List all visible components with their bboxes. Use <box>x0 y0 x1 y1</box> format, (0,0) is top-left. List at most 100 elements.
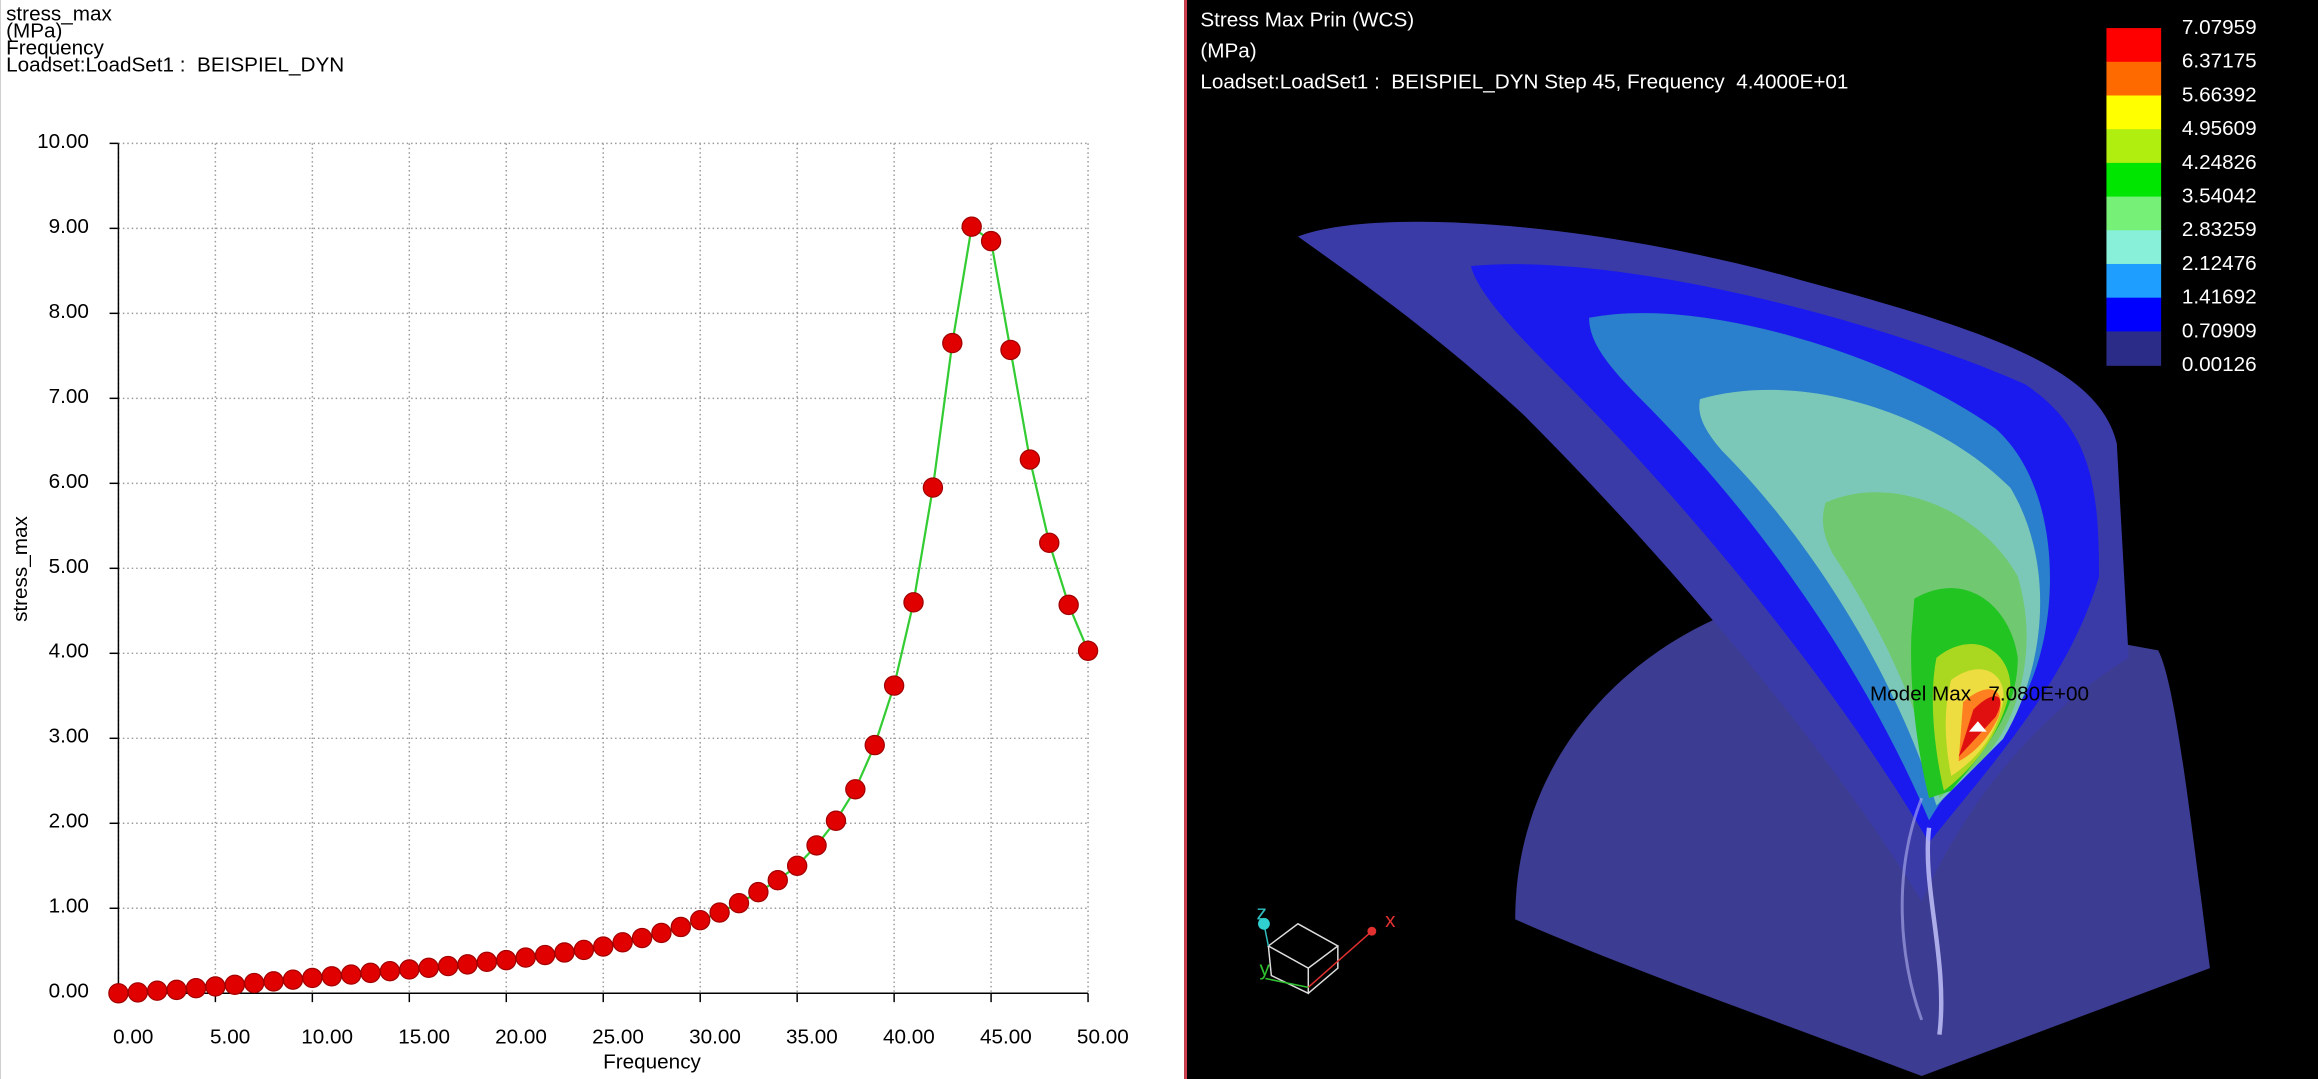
data-point <box>515 947 536 968</box>
legend-label: 6.37175 <box>2182 50 2257 73</box>
triad <box>1258 917 1377 995</box>
plot-panel <box>0 0 1185 1079</box>
data-point <box>1058 594 1079 616</box>
data-point <box>1039 532 1060 554</box>
y-tick-label: 2.00 <box>49 810 89 833</box>
x-tick-label: 45.00 <box>980 1026 1032 1049</box>
legend-label: 4.24826 <box>2182 151 2257 174</box>
data-point <box>205 976 226 997</box>
y-tick-label: 5.00 <box>49 555 89 578</box>
data-point <box>185 977 207 999</box>
data-point <box>243 972 265 994</box>
y-tick-label: 9.00 <box>49 215 89 238</box>
legend-swatch <box>2106 28 2162 63</box>
triad-label: y <box>1260 958 1271 981</box>
data-point <box>554 942 575 963</box>
legend-label: 2.83259 <box>2182 218 2257 241</box>
header-line: Frequency <box>6 37 104 60</box>
data-point <box>399 959 420 980</box>
legend-swatch <box>2106 331 2162 366</box>
viewer-title: Loadset:LoadSet1 : BEISPIEL_DYN Step 45,… <box>1200 71 1848 94</box>
x-tick-label: 10.00 <box>301 1026 353 1049</box>
triad-label: x <box>1385 909 1396 932</box>
y-tick-label: 8.00 <box>49 300 89 323</box>
legend-label: 1.41692 <box>2182 286 2257 309</box>
data-point <box>108 983 129 1004</box>
data-point <box>282 969 304 990</box>
legend-swatch <box>2106 129 2162 164</box>
data-point <box>883 675 905 696</box>
data-point <box>321 966 342 987</box>
data-point <box>903 592 924 613</box>
x-tick-label: 15.00 <box>398 1026 450 1049</box>
data-point <box>1077 640 1099 661</box>
data-point <box>496 949 517 971</box>
triad-cube <box>1267 922 1340 995</box>
data-point <box>379 960 401 982</box>
y-tick-label: 10.00 <box>37 130 89 153</box>
model <box>1297 221 2210 1077</box>
data-point <box>340 964 362 985</box>
legend-swatch <box>2106 230 2162 265</box>
x-tick-label: 35.00 <box>786 1026 838 1049</box>
legend-swatch <box>2106 196 2162 232</box>
y-tick-label: 0.00 <box>49 980 89 1003</box>
data-point <box>651 922 672 944</box>
data-point <box>825 810 847 831</box>
y-tick-label: 6.00 <box>49 470 89 493</box>
data-point <box>942 332 963 354</box>
y-tick-label: 7.00 <box>49 385 89 408</box>
data-point <box>1000 339 1021 361</box>
data-point <box>302 967 323 989</box>
data-point <box>534 944 556 966</box>
data-point <box>573 939 595 961</box>
triad-z-end <box>1258 917 1270 930</box>
data-point <box>612 932 633 953</box>
data-point <box>748 881 769 903</box>
data-point <box>224 974 245 995</box>
data-point <box>670 916 692 938</box>
y-tick-label: 4.00 <box>49 640 89 663</box>
data-point <box>980 230 1002 252</box>
data-point <box>166 979 187 1001</box>
legend-swatch <box>2106 61 2162 97</box>
x-tick-label: 20.00 <box>495 1026 547 1049</box>
max-marker <box>1968 721 1987 732</box>
y-tick-label: 1.00 <box>49 895 89 918</box>
data-point <box>476 951 498 973</box>
highlight <box>1925 827 1944 1035</box>
data-point <box>709 902 730 923</box>
data-point <box>1019 449 1041 470</box>
data-point <box>845 779 866 800</box>
viewer-title: Stress Max Prin (WCS) <box>1200 9 1414 32</box>
data-point <box>728 892 750 914</box>
legend-swatch <box>2106 95 2162 130</box>
legend-swatch <box>2106 162 2162 198</box>
data-point <box>418 957 439 978</box>
data-point <box>457 954 478 975</box>
legend-label: 4.95609 <box>2182 117 2257 140</box>
header-line: (MPa) <box>6 20 62 43</box>
divider <box>1184 0 1188 1079</box>
y-axis-label: stress_max <box>9 516 32 622</box>
x-axis-label: Frequency <box>603 1051 701 1074</box>
triad-y <box>1265 977 1309 989</box>
data-point <box>593 936 614 957</box>
header-line: stress_max <box>6 3 112 26</box>
data-point <box>360 962 381 984</box>
data-point <box>263 971 284 992</box>
triad-x <box>1307 930 1373 988</box>
data-point <box>127 982 149 1003</box>
highlight <box>1900 797 1924 1021</box>
legend-label: 3.54042 <box>2182 184 2257 207</box>
legend-label: 2.12476 <box>2182 252 2257 275</box>
y-tick-label: 3.00 <box>49 725 89 748</box>
data-point <box>786 855 808 876</box>
data-point <box>631 927 653 949</box>
data-point <box>806 835 827 856</box>
data-point <box>864 734 885 756</box>
legend-label: 0.00126 <box>2182 353 2257 376</box>
legend-label: 0.70909 <box>2182 319 2257 342</box>
